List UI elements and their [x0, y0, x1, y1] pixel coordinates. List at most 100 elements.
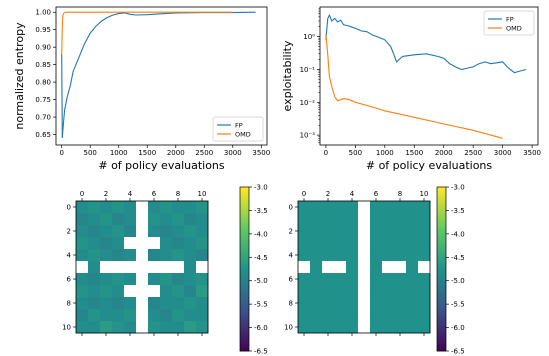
heatmap-cell — [184, 297, 197, 310]
wall-cell — [76, 261, 89, 274]
series-line-omd — [61, 11, 233, 55]
heatmap-cell — [298, 285, 311, 298]
heatmap-cell — [394, 321, 407, 334]
colorbar-frame — [239, 186, 250, 352]
colorbar-segment — [437, 205, 446, 209]
plot-frame — [319, 6, 539, 146]
wall-cell — [148, 261, 161, 274]
colorbar-segment — [437, 261, 446, 265]
wall-cell — [136, 213, 149, 226]
y-tick-label: 0.95 — [35, 26, 51, 34]
colorbar-segment — [437, 236, 446, 239]
heatmap-cell — [310, 285, 323, 298]
heatmap-cell — [334, 225, 347, 238]
colorbar-segment — [240, 245, 249, 249]
colorbar-segment — [437, 189, 446, 193]
colorbar-segment — [240, 311, 249, 314]
y-tick-label: 6 — [67, 276, 72, 284]
heatmap-cell — [346, 297, 359, 310]
wall-cell — [358, 213, 371, 226]
heatmap-cell — [100, 213, 113, 226]
x-tick-label: 4 — [350, 190, 355, 198]
colorbar-segment — [437, 252, 446, 256]
colorbar-segment — [240, 276, 249, 279]
colorbar-segment — [240, 278, 249, 282]
colorbar-segment — [240, 201, 249, 204]
x-tick-label: 6 — [152, 190, 157, 198]
x-axis-label: # of policy evaluations — [98, 159, 225, 172]
colorbar-segment — [437, 201, 446, 204]
omd-heatmap: 0 2 4 6 8 10 0 2 4 6 8 10 -3.0 -3.5 -4.0 -4.5 -5.0 -5.5 -6… — [284, 184, 465, 356]
heatmap-cell — [100, 201, 113, 214]
colorbar-segment — [240, 334, 249, 338]
wall-cell — [334, 261, 347, 274]
colorbar-segment — [240, 283, 249, 286]
heatmap-cell — [298, 249, 311, 262]
heatmap-cell — [394, 309, 407, 322]
wall-cell — [136, 201, 149, 214]
colorbar-segment — [240, 313, 249, 317]
heatmap-cell — [124, 213, 137, 226]
y-tick-label: 0.70 — [35, 114, 51, 122]
heatmap-cell — [124, 321, 137, 334]
x-tick-label: 2000 — [435, 149, 453, 157]
y-tick-label: 0.85 — [35, 61, 51, 69]
colorbar-segment — [240, 189, 249, 193]
heatmap-cell — [100, 273, 113, 286]
heatmap-cell — [196, 225, 209, 238]
heatmap-cell — [196, 285, 209, 298]
heatmap-cell — [112, 237, 125, 250]
heatmap-cell — [394, 225, 407, 238]
heatmap-cell — [172, 297, 185, 310]
heatmap-cell — [298, 273, 311, 286]
legend-label-fp: FP — [506, 15, 514, 23]
wall-cell — [298, 261, 311, 274]
heatmap-cell — [112, 309, 125, 322]
colorbar-segment — [437, 196, 446, 200]
heatmap-cell — [148, 213, 161, 226]
heatmap-cell — [160, 321, 173, 334]
colorbar-tick-label: -4.5 — [451, 254, 465, 262]
heatmap-cell — [298, 201, 311, 214]
heatmap-cell — [148, 225, 161, 238]
wall-cell — [100, 261, 113, 274]
heatmap-cell — [160, 273, 173, 286]
heatmap-cell — [148, 273, 161, 286]
heatmap-cell — [310, 261, 323, 274]
wall-cell — [394, 261, 407, 274]
heatmap-cell — [346, 261, 359, 274]
x-tick-label: 0 — [59, 149, 63, 157]
x-tick-label: 6 — [374, 190, 379, 198]
colorbar-segment — [240, 315, 249, 319]
colorbar-segment — [240, 231, 249, 235]
heatmap-cell — [394, 273, 407, 286]
heatmap-cell — [172, 249, 185, 262]
heatmap-cell — [382, 285, 395, 298]
heatmap-cell — [184, 201, 197, 214]
heatmap-cell — [112, 213, 125, 226]
heatmap-cell — [334, 321, 347, 334]
y-tick-label: 10⁰ — [303, 33, 315, 41]
x-tick-label: 3000 — [224, 149, 242, 157]
colorbar-segment — [437, 329, 446, 333]
colorbar-segment — [240, 222, 249, 225]
series-line-omd — [325, 33, 503, 139]
heatmap-cell — [406, 261, 419, 274]
colorbar-segment — [437, 238, 446, 242]
colorbar-segment — [240, 266, 249, 270]
heatmap-cell — [418, 225, 431, 238]
wall-cell — [358, 261, 371, 274]
heatmap-cell — [160, 237, 173, 250]
heatmap-cell — [418, 249, 431, 262]
heatmap-cell — [160, 285, 173, 298]
heatmap-cell — [298, 213, 311, 226]
colorbar-segment — [437, 315, 446, 319]
colorbar-segment — [240, 217, 249, 221]
colorbar-segment — [437, 233, 446, 237]
wall-cell — [136, 237, 149, 250]
wall-cell — [148, 285, 161, 298]
heatmap-cell — [346, 321, 359, 334]
colorbar-segment — [437, 313, 446, 317]
heatmap-cell — [370, 285, 383, 298]
heatmap-cell — [160, 309, 173, 322]
